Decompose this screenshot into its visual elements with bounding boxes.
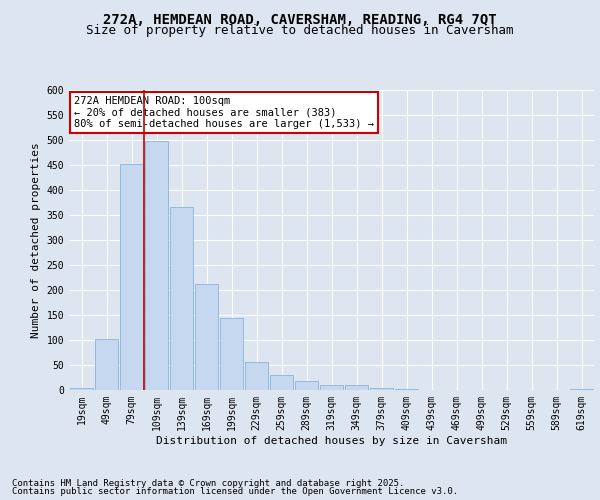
Bar <box>245 362 268 390</box>
X-axis label: Distribution of detached houses by size in Caversham: Distribution of detached houses by size … <box>156 436 507 446</box>
Bar <box>220 318 243 390</box>
Bar <box>120 164 143 390</box>
Bar <box>320 384 343 390</box>
Bar <box>570 389 593 390</box>
Bar <box>95 338 118 390</box>
Y-axis label: Number of detached properties: Number of detached properties <box>31 142 41 338</box>
Bar <box>345 385 368 390</box>
Bar <box>295 380 318 390</box>
Text: Contains public sector information licensed under the Open Government Licence v3: Contains public sector information licen… <box>12 487 458 496</box>
Bar <box>170 207 193 390</box>
Bar <box>395 389 418 390</box>
Bar <box>70 388 93 390</box>
Text: 272A HEMDEAN ROAD: 100sqm
← 20% of detached houses are smaller (383)
80% of semi: 272A HEMDEAN ROAD: 100sqm ← 20% of detac… <box>74 96 374 129</box>
Text: Contains HM Land Registry data © Crown copyright and database right 2025.: Contains HM Land Registry data © Crown c… <box>12 478 404 488</box>
Bar <box>270 375 293 390</box>
Bar <box>145 141 168 390</box>
Bar <box>370 388 393 390</box>
Text: Size of property relative to detached houses in Caversham: Size of property relative to detached ho… <box>86 24 514 37</box>
Text: 272A, HEMDEAN ROAD, CAVERSHAM, READING, RG4 7QT: 272A, HEMDEAN ROAD, CAVERSHAM, READING, … <box>103 12 497 26</box>
Bar <box>195 284 218 390</box>
